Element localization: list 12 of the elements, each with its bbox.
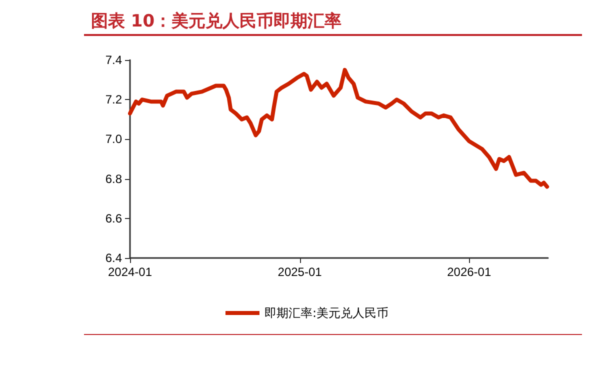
legend-label: 即期汇率:美元兑人民币 — [264, 306, 389, 320]
x-tick-label: 2025-01 — [278, 265, 322, 279]
y-tick-label: 7.2 — [105, 92, 122, 107]
x-tick-label: 2026-01 — [447, 265, 492, 279]
y-tick-label: 7.0 — [105, 132, 122, 146]
y-tick-label: 6.8 — [105, 172, 122, 186]
y-tick-label: 6.4 — [105, 251, 122, 265]
y-tick-label: 6.6 — [105, 211, 122, 226]
y-tick-label: 7.4 — [105, 53, 122, 67]
chart-title: 图表 10：美元兑人民币即期汇率 — [91, 12, 342, 32]
line-series — [128, 68, 550, 189]
x-tick-label: 2024-01 — [108, 265, 152, 279]
